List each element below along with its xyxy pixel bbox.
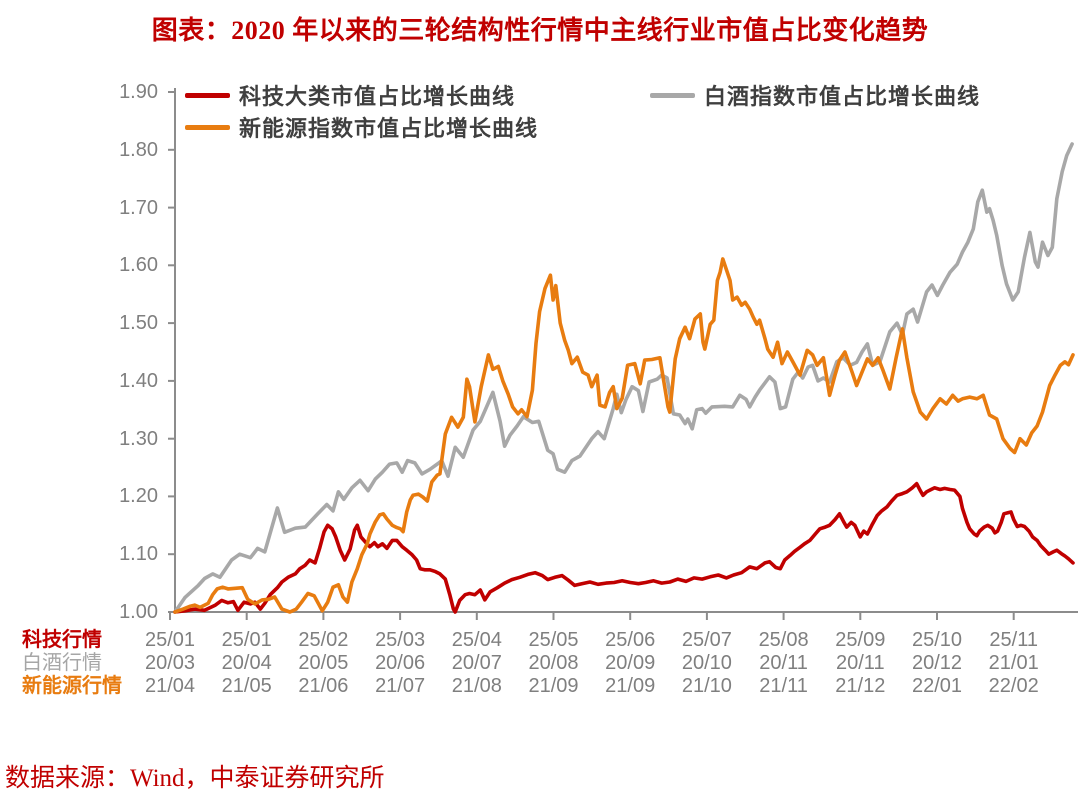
x-tick-label: 25/04 bbox=[451, 629, 502, 651]
legend-swatch-tech-icon bbox=[185, 92, 230, 98]
x-tick-label: 20/07 bbox=[451, 652, 502, 674]
x-row-header-0: 科技行情 bbox=[22, 629, 102, 651]
series-line-tech bbox=[173, 481, 1075, 614]
x-tick-label: 22/02 bbox=[988, 675, 1039, 697]
x-tick-label: 25/07 bbox=[681, 629, 732, 651]
x-tick-label: 25/03 bbox=[375, 629, 426, 651]
x-tick-label: 20/06 bbox=[375, 652, 426, 674]
y-tick-label: 1.00 bbox=[119, 601, 158, 623]
y-tick-label: 1.50 bbox=[119, 312, 158, 335]
x-tick-label: 21/09 bbox=[528, 675, 579, 697]
x-row-header-2: 新能源行情 bbox=[22, 675, 122, 697]
x-tick-label: 25/09 bbox=[835, 629, 886, 651]
legend-swatch-baijiu-icon bbox=[650, 92, 695, 98]
x-row-header-1: 白酒行情 bbox=[22, 652, 102, 674]
series-line-baijiu bbox=[173, 142, 1074, 614]
series-line-new_energy bbox=[173, 257, 1075, 614]
x-tick-label: 21/11 bbox=[759, 675, 808, 697]
x-tick-label: 21/09 bbox=[605, 675, 656, 697]
legend-swatch-new-energy-icon bbox=[185, 124, 230, 130]
y-tick-label: 1.10 bbox=[119, 543, 158, 566]
x-tick-label: 21/10 bbox=[681, 675, 732, 697]
axes bbox=[170, 88, 1078, 613]
source-note: 数据来源：Wind，中泰证券研究所 bbox=[5, 765, 385, 792]
x-tick-label: 25/01 bbox=[144, 629, 196, 651]
x-tick-label: 22/01 bbox=[911, 675, 963, 697]
x-tick-label: 20/12 bbox=[911, 652, 963, 674]
x-tick-label: 21/04 bbox=[144, 675, 196, 697]
y-tick-label: 1.20 bbox=[119, 485, 158, 508]
y-tick-label: 1.80 bbox=[119, 138, 158, 161]
x-tick-label: 20/05 bbox=[298, 652, 349, 674]
legend-item-tech: 科技大类市值占比增长曲线 bbox=[185, 79, 515, 111]
x-tick-label: 25/08 bbox=[758, 629, 809, 651]
x-tick-label: 25/11 bbox=[989, 629, 1038, 651]
x-tick-label: 20/11 bbox=[836, 652, 885, 674]
legend-label-new-energy: 新能源指数市值占比增长曲线 bbox=[239, 116, 539, 141]
x-tick-label: 25/06 bbox=[605, 629, 656, 651]
x-tick-label: 21/07 bbox=[375, 675, 426, 697]
y-tick-label: 1.70 bbox=[119, 196, 158, 219]
legend-label-tech: 科技大类市值占比增长曲线 bbox=[239, 84, 516, 109]
x-tick-label: 21/12 bbox=[835, 675, 886, 697]
x-tick-label: 21/08 bbox=[451, 675, 502, 697]
x-tick-label: 25/05 bbox=[528, 629, 579, 651]
y-tick-label: 1.30 bbox=[119, 427, 158, 450]
x-tick-label: 20/08 bbox=[528, 652, 579, 674]
y-tick-label: 1.60 bbox=[119, 254, 158, 277]
y-tick-label: 1.40 bbox=[119, 369, 158, 392]
x-tick-label: 25/01 bbox=[221, 629, 272, 651]
x-tick-label: 20/10 bbox=[681, 652, 732, 674]
y-tick-label: 1.90 bbox=[119, 81, 158, 103]
legend-item-new-energy: 新能源指数市值占比增长曲线 bbox=[185, 111, 538, 143]
x-tick-label: 25/10 bbox=[911, 629, 963, 651]
x-tick-label: 20/03 bbox=[144, 652, 196, 674]
x-tick-label: 21/01 bbox=[988, 652, 1039, 674]
chart-title: 图表：2020 年以来的三轮结构性行情中主线行业市值占比变化趋势 bbox=[151, 16, 929, 45]
x-tick-label: 25/02 bbox=[298, 629, 349, 651]
x-tick-label: 21/06 bbox=[298, 675, 349, 697]
x-tick-label: 20/11 bbox=[759, 652, 808, 674]
x-tick-label: 20/09 bbox=[605, 652, 656, 674]
legend-item-baijiu: 白酒指数市值占比增长曲线 bbox=[650, 79, 980, 111]
x-tick-label: 21/05 bbox=[221, 675, 272, 697]
legend-label-baijiu: 白酒指数市值占比增长曲线 bbox=[704, 84, 981, 109]
x-tick-label: 20/04 bbox=[221, 652, 272, 674]
